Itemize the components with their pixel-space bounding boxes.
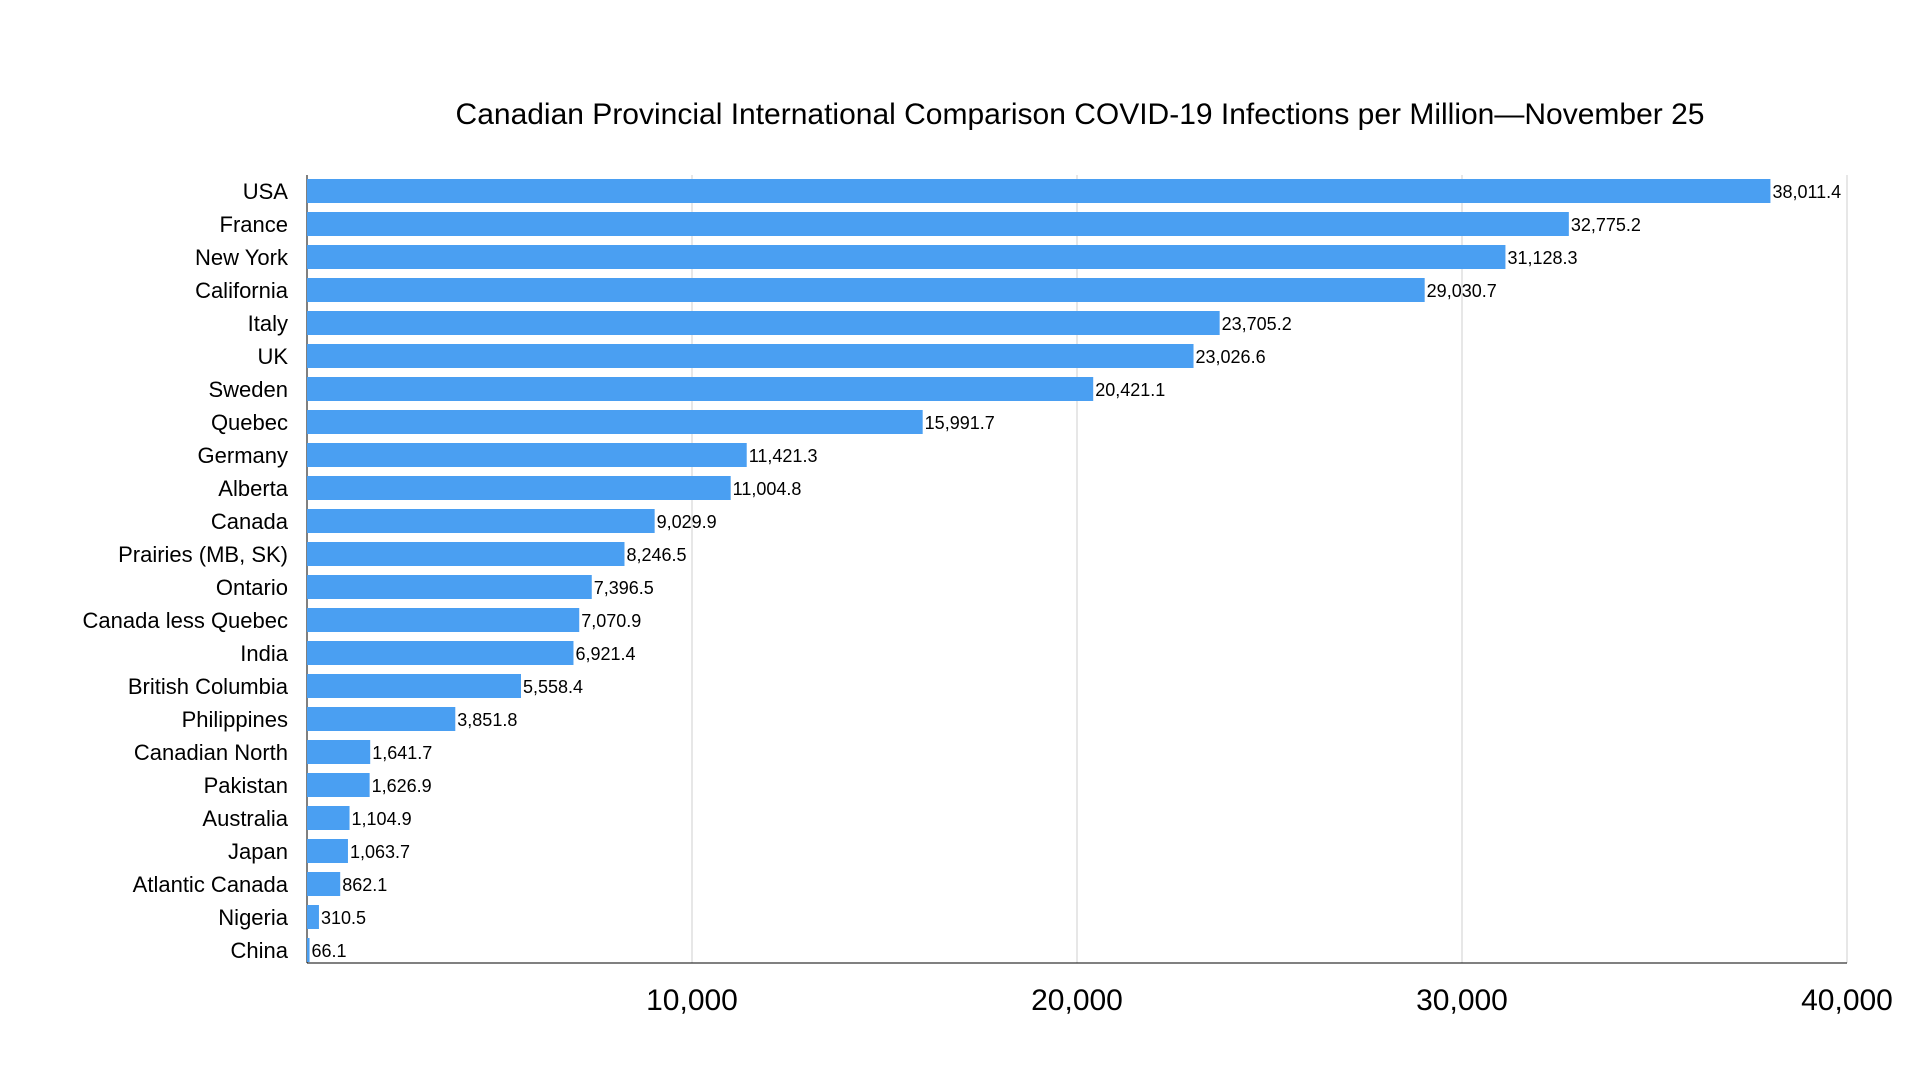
value-label: 11,421.3 xyxy=(749,446,818,466)
value-label: 66.1 xyxy=(312,941,347,961)
category-label: Italy xyxy=(248,311,288,336)
value-label: 1,063.7 xyxy=(350,842,410,862)
value-label: 5,558.4 xyxy=(523,677,583,697)
category-label: Nigeria xyxy=(218,905,288,930)
value-label: 9,029.9 xyxy=(657,512,717,532)
value-label: 23,026.6 xyxy=(1196,347,1266,367)
bar-6 xyxy=(307,377,1094,401)
value-label: 23,705.2 xyxy=(1222,314,1292,334)
value-label: 3,851.8 xyxy=(457,710,517,730)
category-label: New York xyxy=(195,245,289,270)
bar-11 xyxy=(307,542,625,566)
bar-5 xyxy=(307,344,1194,368)
category-label: Pakistan xyxy=(204,773,288,798)
value-label: 11,004.8 xyxy=(733,479,802,499)
x-tick-label: 40,000 xyxy=(1801,984,1893,1017)
category-label: Australia xyxy=(202,806,288,831)
bar-19 xyxy=(307,806,350,830)
bar-18 xyxy=(307,773,370,797)
category-label: China xyxy=(231,938,289,963)
category-label: Canada xyxy=(211,509,289,534)
value-label: 7,070.9 xyxy=(581,611,641,631)
bar-3 xyxy=(307,278,1425,302)
category-label: Japan xyxy=(228,839,288,864)
value-label: 15,991.7 xyxy=(925,413,995,433)
category-label: Canadian North xyxy=(134,740,288,765)
bar-22 xyxy=(307,905,319,929)
bar-16 xyxy=(307,707,456,731)
bar-8 xyxy=(307,443,747,467)
value-label: 31,128.3 xyxy=(1507,248,1577,268)
category-label: India xyxy=(240,641,288,666)
chart-title: Canadian Provincial International Compar… xyxy=(455,98,1705,131)
bar-14 xyxy=(307,641,574,665)
category-label: Alberta xyxy=(218,476,288,501)
bar-13 xyxy=(307,608,580,632)
value-label: 29,030.7 xyxy=(1427,281,1497,301)
category-label: Prairies (MB, SK) xyxy=(118,542,288,567)
x-tick-label: 10,000 xyxy=(646,984,738,1017)
category-label: France xyxy=(220,212,288,237)
bar-17 xyxy=(307,740,371,764)
value-label: 310.5 xyxy=(321,908,366,928)
category-label: USA xyxy=(243,179,289,204)
bar-7 xyxy=(307,410,923,434)
value-label: 6,921.4 xyxy=(575,644,635,664)
bar-12 xyxy=(307,575,592,599)
category-label: Germany xyxy=(198,443,288,468)
category-label: Sweden xyxy=(208,377,288,402)
category-label: British Columbia xyxy=(128,674,289,699)
bar-0 xyxy=(307,179,1771,203)
value-label: 7,396.5 xyxy=(594,578,654,598)
bar-15 xyxy=(307,674,521,698)
value-label: 1,641.7 xyxy=(372,743,432,763)
bar-4 xyxy=(307,311,1220,335)
bar-2 xyxy=(307,245,1506,269)
category-label: Atlantic Canada xyxy=(133,872,289,897)
bar-1 xyxy=(307,212,1569,236)
bar-10 xyxy=(307,509,655,533)
value-label: 38,011.4 xyxy=(1772,182,1841,202)
bar-23 xyxy=(307,938,310,962)
x-tick-label: 30,000 xyxy=(1416,984,1508,1017)
x-tick-label: 20,000 xyxy=(1031,984,1123,1017)
category-label: Canada less Quebec xyxy=(83,608,288,633)
value-label: 8,246.5 xyxy=(626,545,686,565)
category-label: UK xyxy=(257,344,288,369)
category-label: California xyxy=(195,278,289,303)
bar-21 xyxy=(307,872,341,896)
category-label: Quebec xyxy=(211,410,288,435)
category-label: Ontario xyxy=(216,575,288,600)
category-label: Philippines xyxy=(182,707,288,732)
value-label: 32,775.2 xyxy=(1571,215,1641,235)
value-label: 862.1 xyxy=(342,875,387,895)
bar-20 xyxy=(307,839,348,863)
bar-9 xyxy=(307,476,731,500)
value-label: 1,626.9 xyxy=(372,776,432,796)
value-label: 20,421.1 xyxy=(1095,380,1165,400)
value-label: 1,104.9 xyxy=(352,809,412,829)
